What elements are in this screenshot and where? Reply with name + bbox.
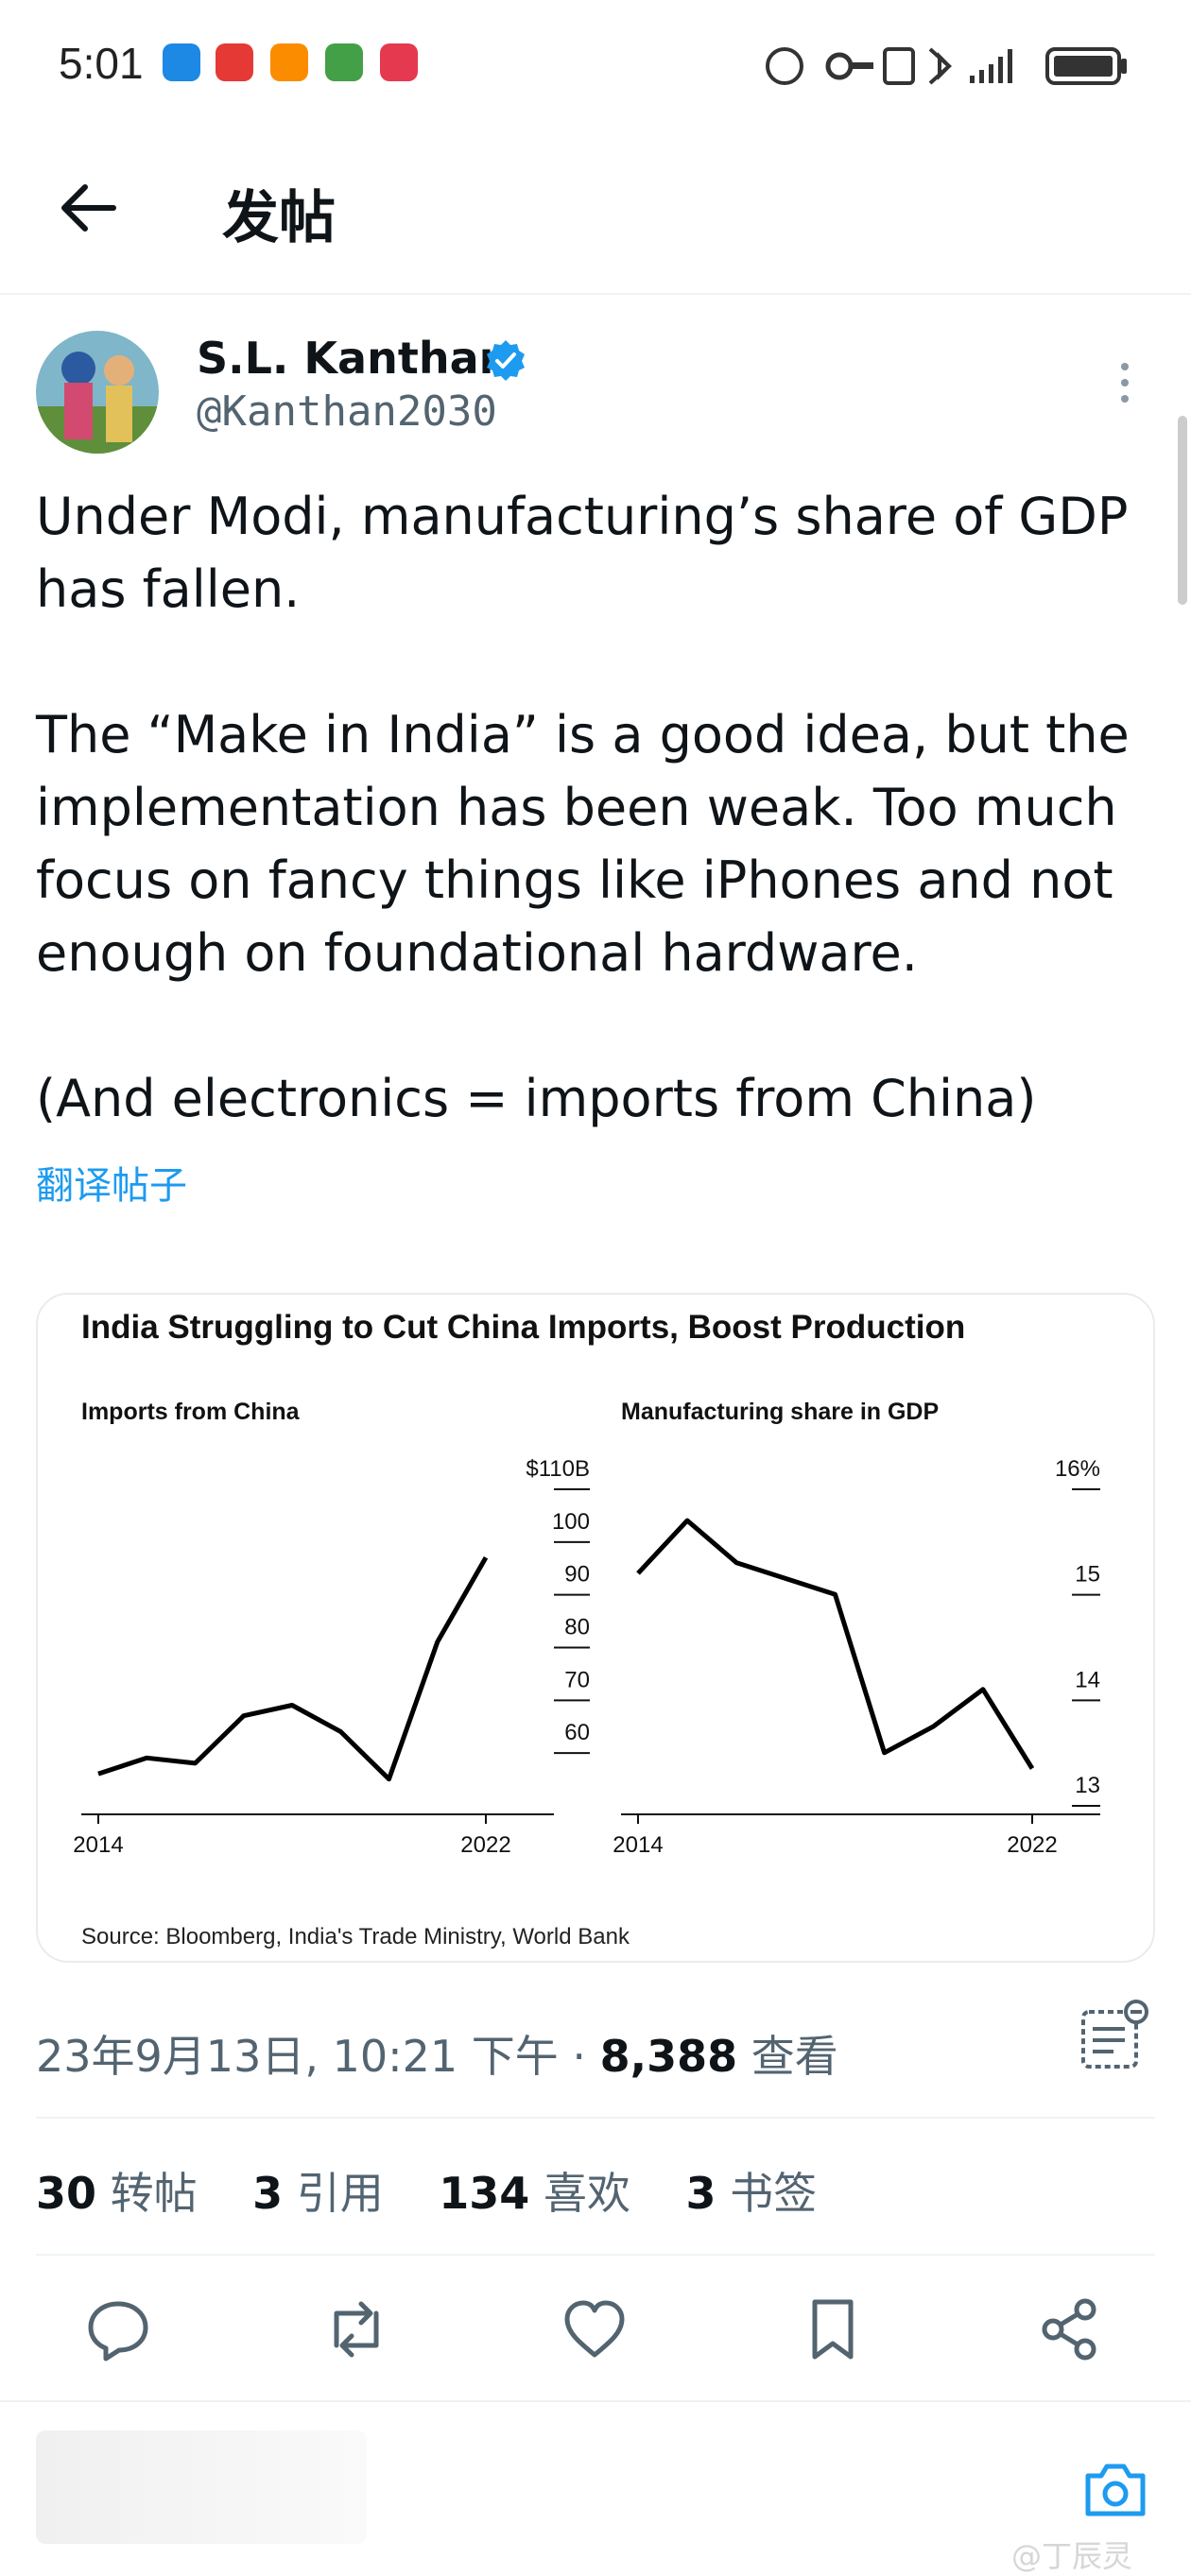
avatar[interactable] [36,331,159,454]
view-label: 查看 [737,2031,838,2082]
verified-badge-icon [487,340,525,381]
chart-y-tick-label: 80 [564,1615,590,1640]
stat-retweets[interactable]: 30 转帖 [36,2168,198,2219]
chat-app-icon [163,43,200,81]
red-app-icon [216,43,253,81]
chart-y-tick-label: 14 [1075,1667,1100,1692]
status-system-icons [766,47,1127,85]
tweet-paragraph: Under Modi, manufacturing’s share of GDP… [36,487,1129,619]
chart-y-tick-label: 15 [1075,1562,1100,1588]
tweet-paragraph: The “Make in India” is a good idea, but … [36,705,1130,983]
tweet-paragraph: (And electronics = imports from China) [36,1069,1037,1128]
meta-divider [36,2117,1155,2119]
stats-divider [36,2254,1155,2256]
chart-x-tick-label: 2014 [73,1832,123,1858]
reply-icon[interactable] [85,2296,151,2362]
chart: India Struggling to Cut China Imports, B… [73,1309,1100,1949]
translate-post-link[interactable]: 翻译帖子 [36,1164,187,1208]
chart-x-tick-label: 2022 [460,1832,510,1858]
tweet-meta: 23年9月13日, 10:21 下午 · 8,388 查看 [36,2022,838,2085]
chart-panel-title: Manufacturing share in GDP [621,1399,939,1425]
chart-series-line [636,1518,1035,1770]
chart-source: Source: Bloomberg, India's Trade Ministr… [81,1924,630,1949]
camera-icon[interactable] [1082,2459,1148,2519]
back-arrow-icon[interactable] [55,180,121,236]
reply-input[interactable] [36,2430,367,2544]
status-time: 5:01 [59,39,144,88]
stat-bookmarks[interactable]: 3 书签 [685,2168,818,2219]
chart-y-tick-label: 13 [1075,1773,1100,1798]
watermark: @丁辰灵 [1011,2538,1133,2574]
chart-y-tick-label: 16% [1055,1456,1100,1482]
chart-x-tick-label: 2014 [613,1832,663,1858]
chart-x-tick-label: 2022 [1007,1832,1057,1858]
tweet-date: 23年9月13日, 10:21 下午 · [36,2031,600,2082]
bookmark-icon[interactable] [800,2296,866,2362]
chart-panel-title: Imports from China [81,1399,301,1425]
view-count: 8,388 [599,2031,738,2082]
like-icon[interactable] [561,2296,628,2362]
huawei-app-icon [380,43,418,81]
chart-series-line [97,1555,489,1782]
green-app-icon [325,43,363,81]
analytics-icon[interactable] [1078,1999,1153,2074]
chart-card[interactable]: India Struggling to Cut China Imports, B… [36,1293,1155,1963]
scrollbar[interactable] [1178,416,1187,605]
actions-divider [0,2400,1191,2402]
chart-y-tick-label: 60 [564,1720,590,1745]
author-handle[interactable]: @Kanthan2030 [197,387,497,436]
chart-y-tick-label: 100 [552,1509,590,1535]
chart-y-tick-label: 70 [564,1667,590,1692]
tweet-stats: 30 转帖 3 引用 134 喜欢 3 书签 [36,2159,817,2222]
chart-title: India Struggling to Cut China Imports, B… [81,1309,965,1346]
more-options-icon[interactable] [1111,359,1139,406]
stat-quotes[interactable]: 3 引用 [252,2168,384,2219]
retweet-icon[interactable] [323,2296,389,2362]
stat-likes[interactable]: 134 喜欢 [439,2168,630,2219]
author-name[interactable]: S.L. Kanthan [197,333,510,384]
header-divider [0,293,1191,295]
share-icon[interactable] [1036,2296,1102,2362]
chart-y-tick-label: $110B [526,1456,590,1482]
chart-y-tick-label: 90 [564,1562,590,1588]
orange-app-icon [270,43,308,81]
page-title: 发帖 [222,185,336,251]
